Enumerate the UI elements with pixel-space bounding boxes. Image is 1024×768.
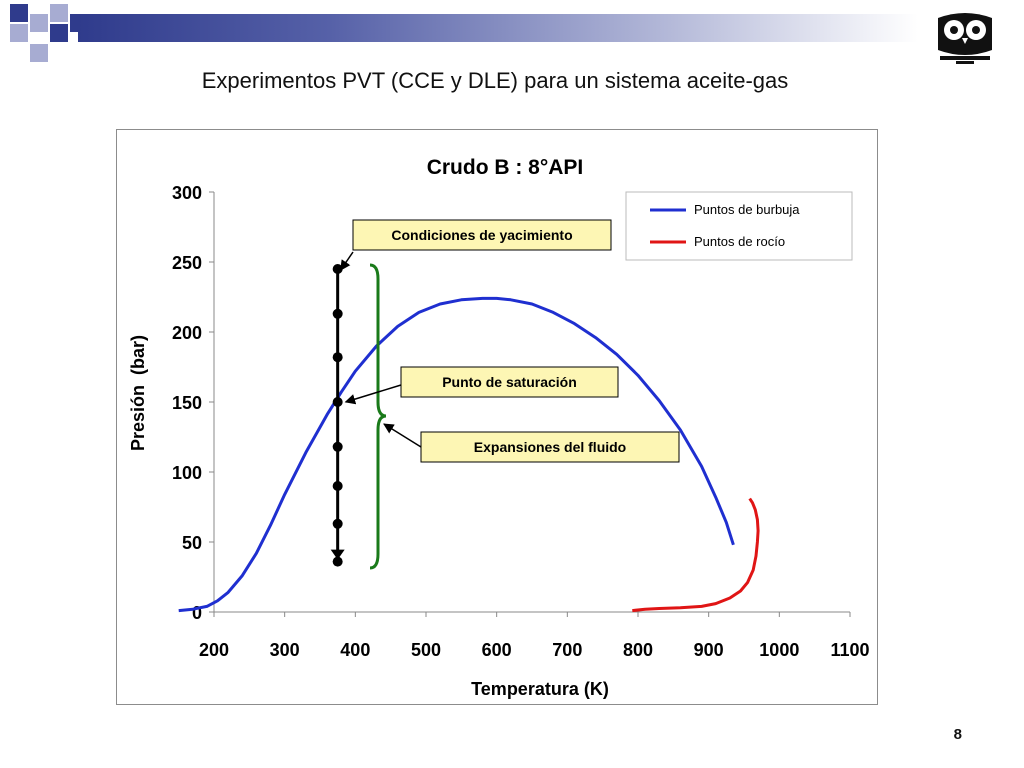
expansion-point (332, 441, 343, 452)
legend-label-dew: Puntos de rocío (694, 234, 785, 249)
expansion-point (332, 352, 343, 363)
legend: Puntos de burbuja Puntos de rocío (625, 191, 853, 261)
corner-square-7 (70, 14, 78, 32)
expansion-point (332, 308, 343, 319)
corner-square-6 (30, 44, 48, 62)
expansion-bracket (369, 263, 387, 570)
page-number: 8 (953, 726, 962, 743)
bubble-point-curve (178, 296, 735, 613)
y-tick-label: 300 (172, 183, 202, 203)
y-axis-label: Presión (bar) (128, 335, 148, 451)
expansions-annotation-box (420, 431, 680, 463)
y-tick-label: 150 (172, 393, 202, 413)
corner-square-2 (30, 14, 48, 32)
corner-square-4 (10, 24, 28, 42)
corner-square-5 (50, 24, 68, 42)
saturation-annotation-box (400, 366, 619, 398)
conditions-arrow (340, 251, 354, 271)
legend-label-bubble: Puntos de burbuja (694, 202, 800, 217)
corner-square-3 (50, 4, 68, 22)
x-tick-label: 300 (270, 640, 300, 660)
expansion-point (332, 397, 343, 407)
x-axis-label: Temperatura (K) (471, 679, 609, 699)
x-tick-label: 800 (623, 640, 653, 660)
corner-square-1 (10, 4, 28, 22)
expansions-arrow (383, 423, 422, 448)
conditions-annotation-box (352, 219, 612, 251)
x-tick-label: 1100 (830, 640, 869, 660)
expansion-arrow-head (330, 549, 345, 560)
dew-point-curve (632, 497, 760, 613)
conditions-annotation-label: Condiciones de yacimiento (391, 227, 572, 243)
chart-title: Crudo B : 8°API (427, 156, 584, 179)
owl-logo-icon (938, 13, 992, 64)
y-tick-label: 200 (172, 323, 202, 343)
x-tick-label: 1000 (759, 640, 799, 660)
x-tick-label: 700 (552, 640, 582, 660)
header-gradient-bar (78, 14, 918, 42)
expansions-annotation-label: Expansiones del fluido (474, 439, 626, 455)
y-tick-label: 100 (172, 463, 202, 483)
slide-title: Experimentos PVT (CCE y DLE) para un sis… (201, 68, 789, 93)
expansion-point (332, 556, 343, 567)
y-tick-label: 250 (172, 253, 202, 273)
x-tick-label: 900 (694, 640, 724, 660)
x-tick-label: 500 (411, 640, 441, 660)
expansion-point (332, 481, 343, 491)
y-tick-label: 50 (182, 533, 202, 553)
x-tick-label: 600 (482, 640, 512, 660)
x-tick-label: 400 (340, 640, 370, 660)
expansion-point (332, 518, 343, 529)
legend-box (625, 191, 853, 261)
saturation-arrow (344, 384, 402, 405)
saturation-annotation-label: Punto de saturación (442, 374, 577, 390)
y-tick-label: 0 (192, 603, 202, 623)
x-tick-label: 200 (199, 640, 229, 660)
